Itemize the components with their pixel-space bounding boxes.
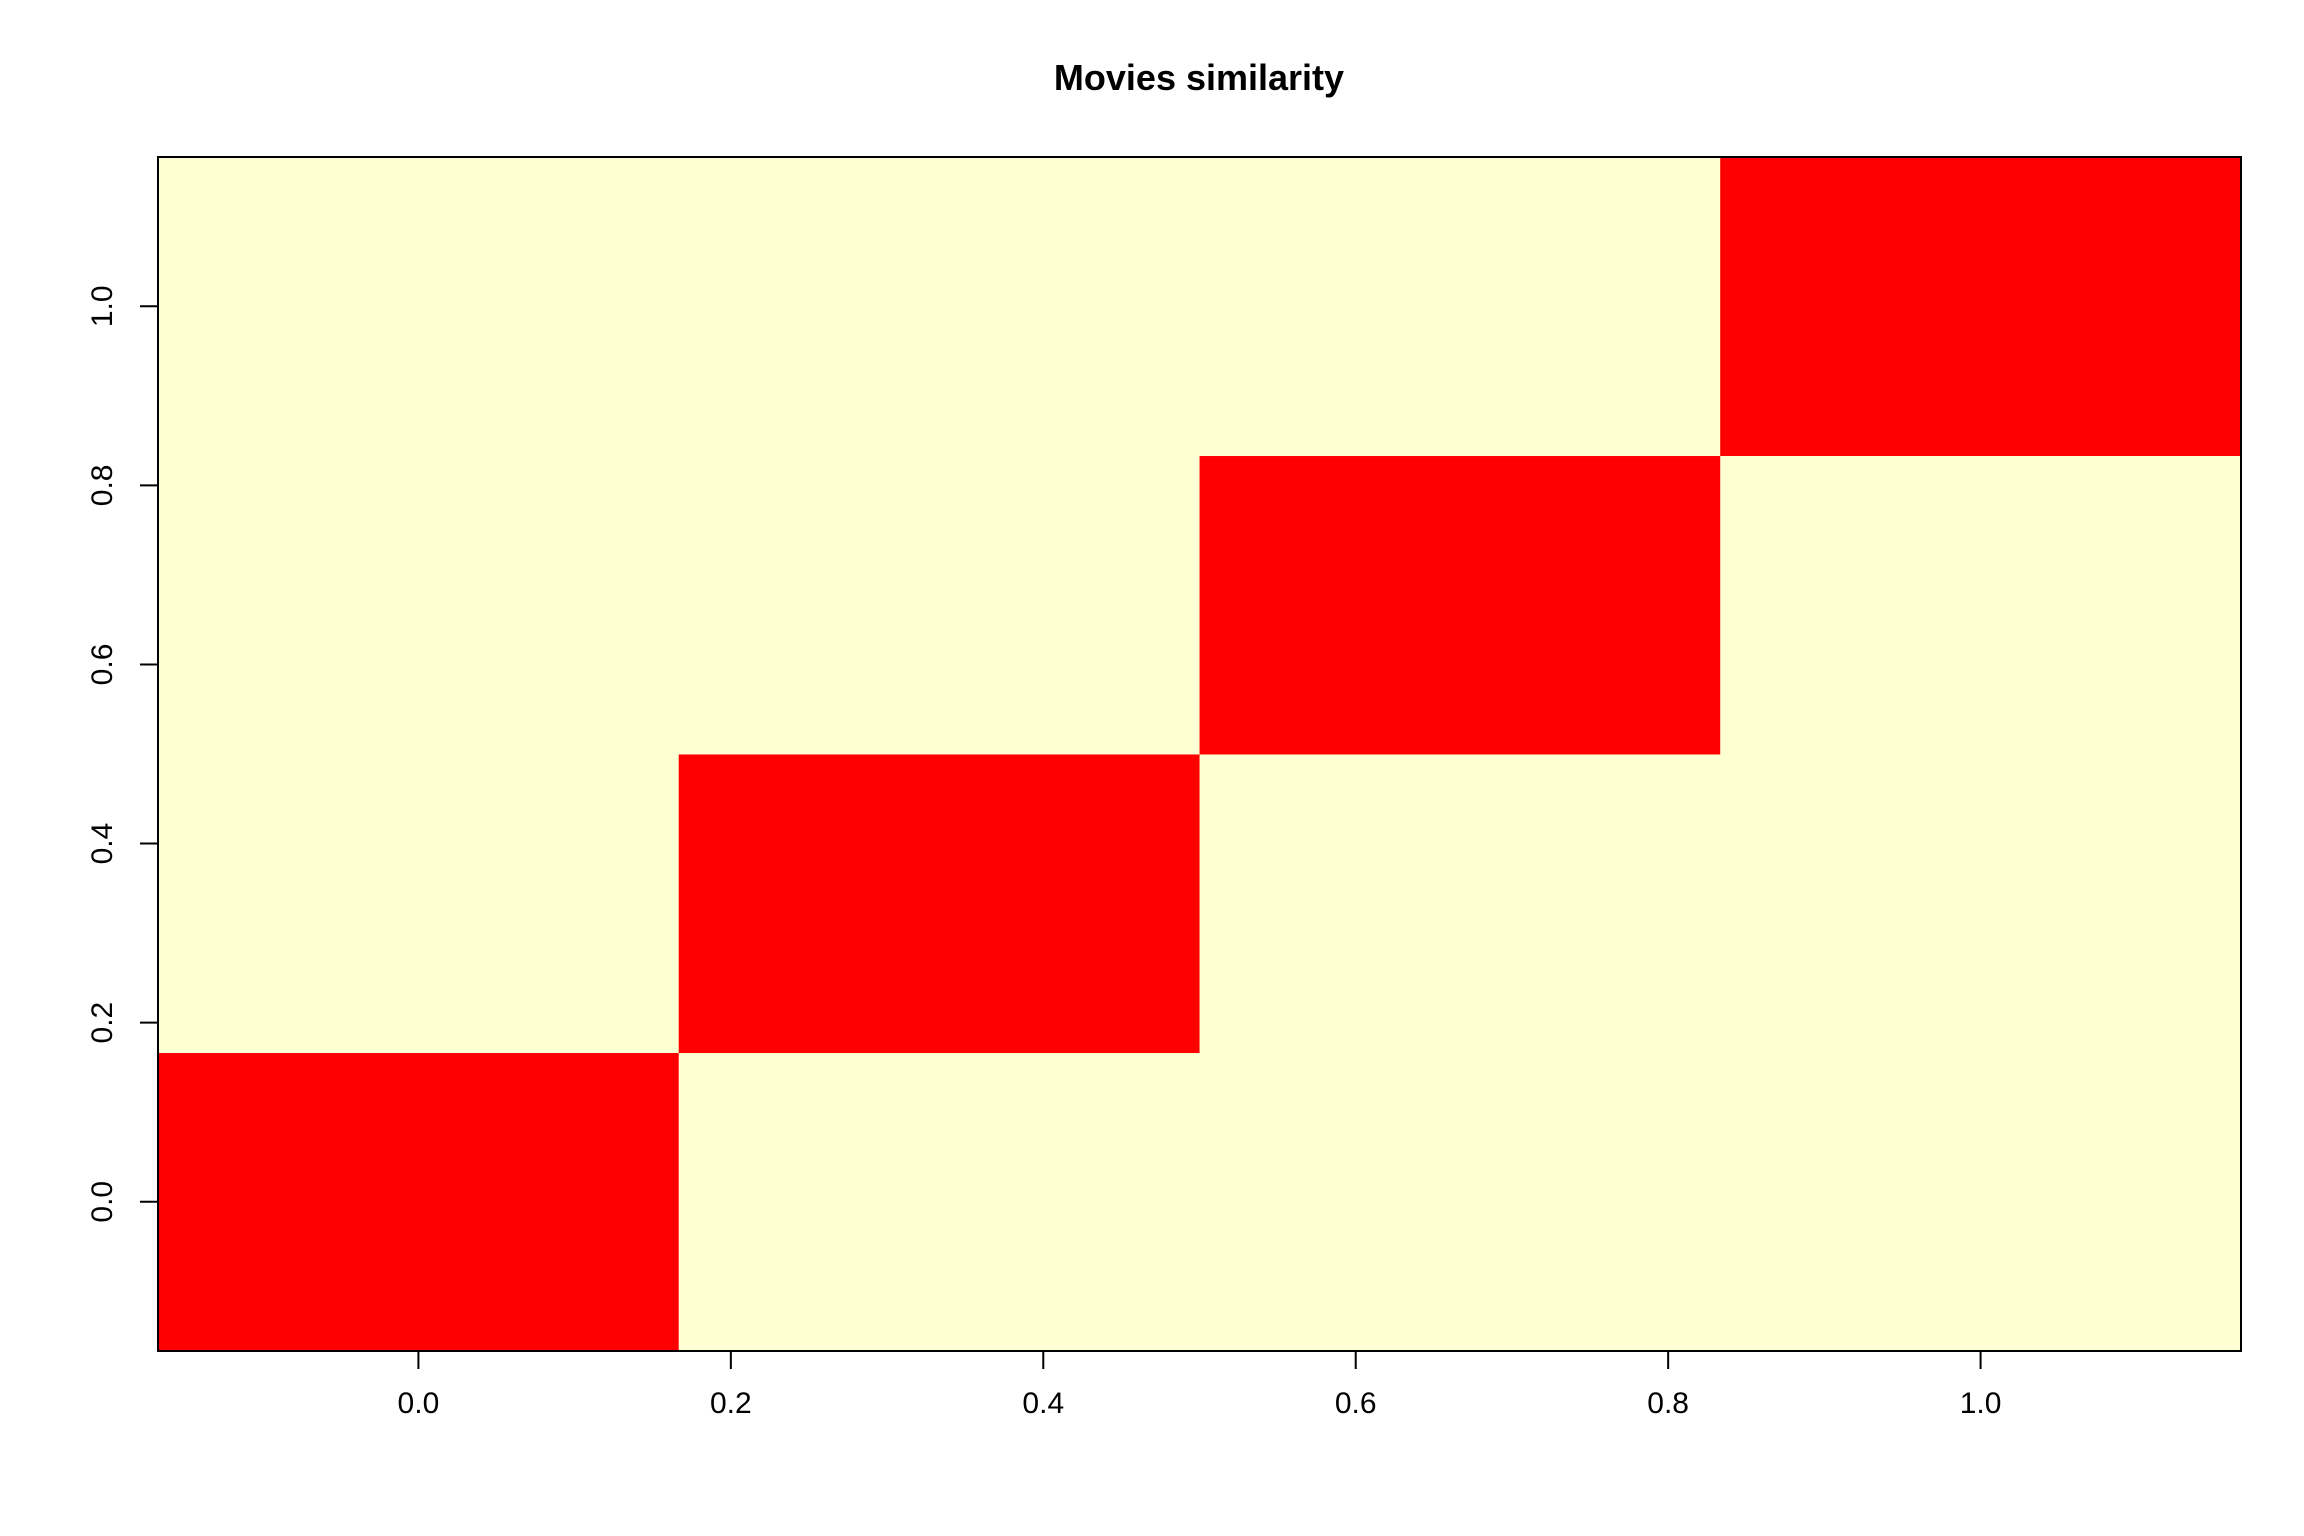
- heatmap-cell: [678, 754, 1200, 1054]
- heatmap-cell: [678, 455, 1200, 755]
- x-tick-label: 0.4: [1022, 1387, 1064, 1420]
- heatmap-cell: [158, 157, 680, 457]
- y-tick-label: 0.0: [86, 1181, 119, 1223]
- heatmap-cell: [158, 455, 680, 755]
- heatmap-cell: [1199, 157, 1721, 457]
- y-axis: 0.0 0.2 0.4 0.6 0.8 1.0: [86, 285, 158, 1223]
- y-tick-label: 0.8: [86, 465, 119, 507]
- heatmap-cells: [158, 157, 2242, 1352]
- y-tick-label: 1.0: [86, 285, 119, 327]
- heatmap-cell: [1720, 455, 2242, 755]
- heatmap-cell: [678, 1052, 1200, 1352]
- plot-frame: [157, 156, 2242, 1352]
- x-tick-label: 0.2: [710, 1387, 752, 1420]
- heatmap-cell: [1720, 157, 2242, 457]
- x-tick-label: 0.0: [398, 1387, 440, 1420]
- chart-title: Movies similarity: [1054, 57, 1344, 98]
- heatmap-cell: [1720, 754, 2242, 1054]
- heatmap-cell: [1199, 1052, 1721, 1352]
- heatmap-cell: [158, 754, 680, 1054]
- heatmap-cell: [1199, 754, 1721, 1054]
- x-tick-label: 0.6: [1335, 1387, 1377, 1420]
- x-tick-label: 1.0: [1960, 1387, 2002, 1420]
- y-tick-label: 0.6: [86, 644, 119, 686]
- y-tick-label: 0.4: [86, 823, 119, 865]
- y-tick-label: 0.2: [86, 1002, 119, 1044]
- heatmap-cell: [1720, 1052, 2242, 1352]
- heatmap-cell: [158, 1052, 680, 1352]
- x-axis: 0.0 0.2 0.4 0.6 0.8 1.0: [398, 1351, 2002, 1420]
- heatmap-cell: [678, 157, 1200, 457]
- x-tick-label: 0.8: [1647, 1387, 1689, 1420]
- heatmap-cell: [1199, 455, 1721, 755]
